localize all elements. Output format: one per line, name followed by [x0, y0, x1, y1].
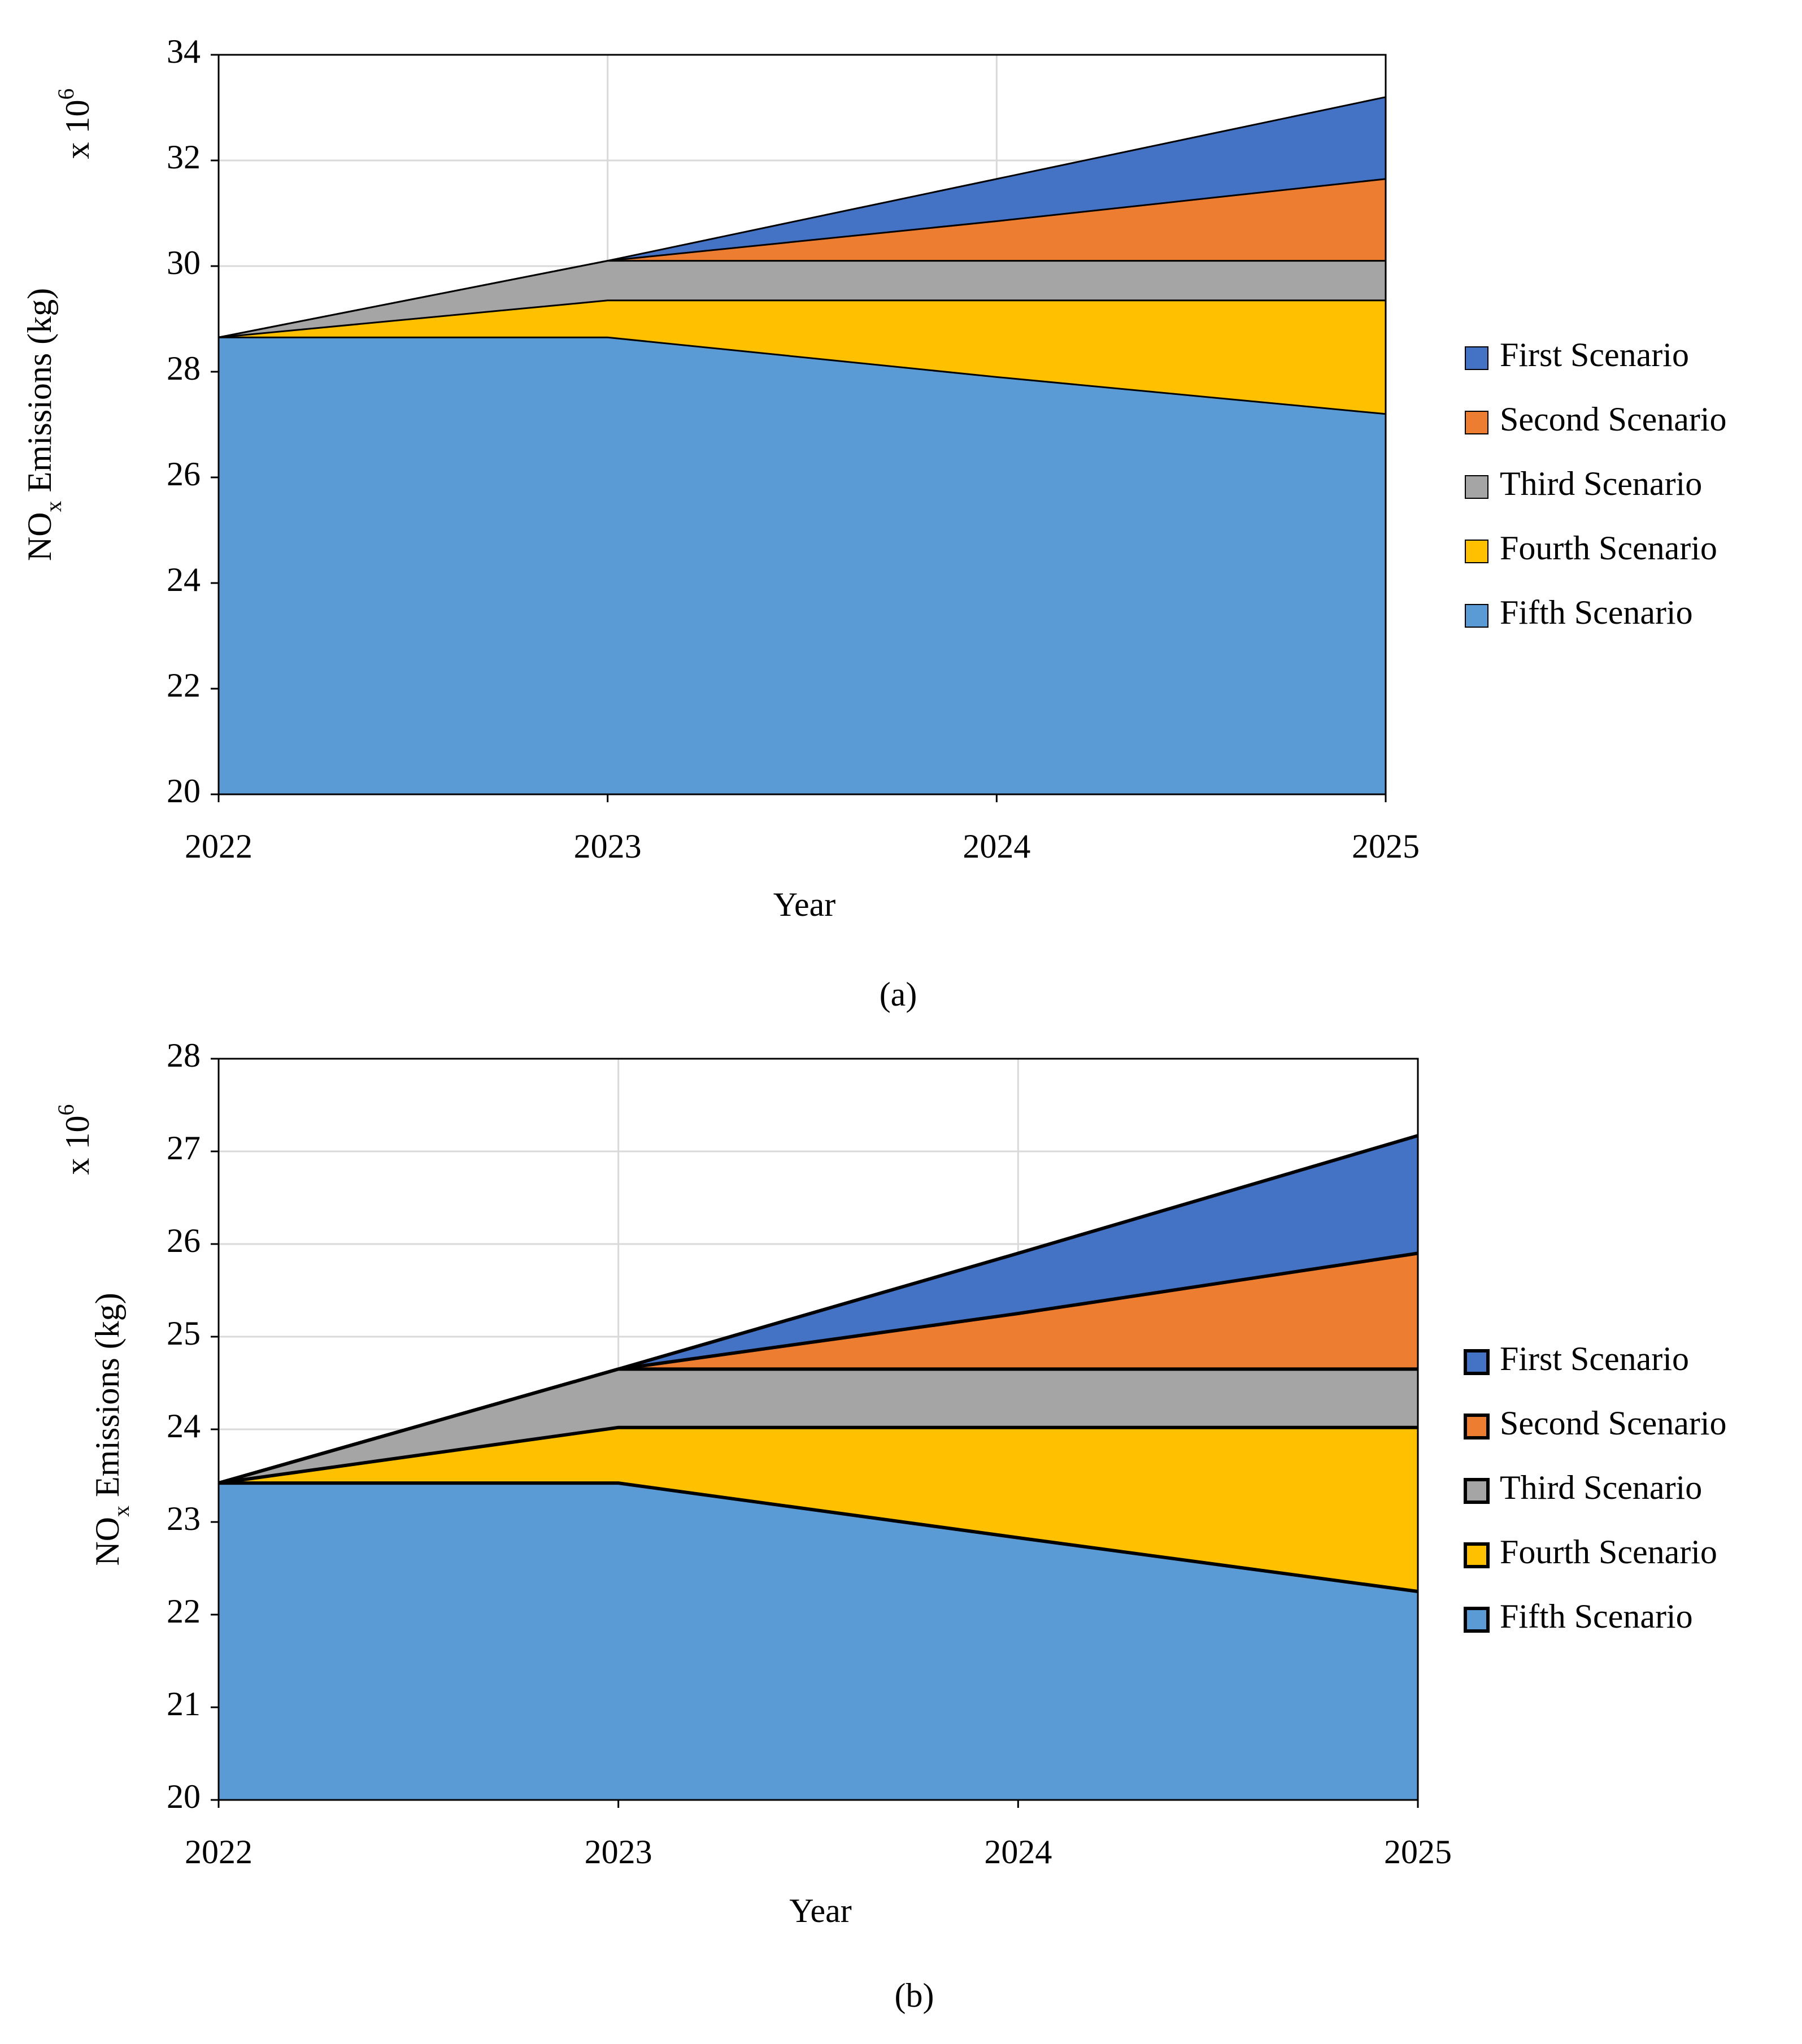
- legend-swatch: [1465, 411, 1488, 434]
- multiplier: x 106: [53, 1104, 96, 1175]
- legend-swatch: [1465, 604, 1488, 628]
- y-tick-label: 23: [167, 1500, 201, 1537]
- legend-swatch: [1465, 346, 1488, 370]
- x-tick-label: 2025: [1352, 828, 1420, 865]
- legend-label: First Scenario: [1500, 1340, 1689, 1377]
- y-tick-label: 32: [167, 138, 201, 176]
- area: [219, 337, 1386, 794]
- plot-frame: [217, 54, 1387, 795]
- y-axis-label-main: NO: [21, 512, 58, 562]
- y-tick-label: 26: [167, 1222, 201, 1259]
- multiplier-base: x 10: [59, 100, 96, 159]
- legend-label: Third Scenario: [1500, 465, 1702, 502]
- area-edge: [218, 260, 1386, 338]
- legend-swatch: [1464, 1542, 1490, 1568]
- legend-swatch: [1464, 1478, 1490, 1504]
- y-tick-label: 30: [167, 244, 201, 281]
- y-axis-label: NOx Emissions (kg): [89, 1293, 134, 1565]
- multiplier: x 106: [53, 89, 96, 159]
- x-tick-label: 2024: [963, 828, 1030, 865]
- legend-swatch: [1464, 1349, 1490, 1375]
- legend-label: Fourth Scenario: [1500, 1533, 1717, 1571]
- y-tick-label: 22: [167, 667, 201, 704]
- y-axis-label-sub: x: [108, 1506, 134, 1517]
- x-axis-label: Year: [789, 1892, 852, 1929]
- x-tick-label: 2024: [984, 1833, 1052, 1871]
- legend-label: Second Scenario: [1500, 1404, 1727, 1442]
- y-tick-label: 25: [167, 1315, 201, 1352]
- y-axis-label-sub: x: [41, 501, 66, 512]
- legend-swatch: [1465, 475, 1488, 499]
- area: [219, 1483, 1418, 1800]
- legend-label: Second Scenario: [1500, 401, 1727, 438]
- legend-label: Fifth Scenario: [1500, 594, 1693, 631]
- y-axis-label: NOx Emissions (kg): [21, 288, 66, 561]
- chart: 20 21 22 23 24 25 26 27 28 2022 2023 2024 2025 First …: [53, 1037, 1727, 2014]
- x-axis-label: Year: [773, 886, 836, 923]
- area-edge: [219, 1481, 1418, 1593]
- y-tick-label: 27: [167, 1129, 201, 1167]
- area-edge: [218, 1425, 1418, 1485]
- y-tick-label: 20: [167, 772, 201, 810]
- x-tick-label: 2022: [185, 1833, 253, 1871]
- panel-label: (a): [880, 976, 917, 1013]
- legend-label: First Scenario: [1500, 336, 1689, 373]
- multiplier-base: x 10: [59, 1116, 96, 1175]
- legend-swatch: [1464, 1607, 1490, 1633]
- legend-label: Third Scenario: [1500, 1469, 1702, 1506]
- plot-frame: [217, 1058, 1419, 1801]
- y-tick-label: 24: [167, 561, 201, 598]
- y-tick-label: 28: [167, 1037, 201, 1074]
- x-tick-label: 2025: [1384, 1833, 1452, 1871]
- panel-label: (b): [895, 1977, 934, 2014]
- legend-label: Fifth Scenario: [1500, 1598, 1693, 1635]
- multiplier-exponent: 6: [53, 89, 79, 100]
- multiplier-exponent: 6: [53, 1104, 79, 1116]
- y-tick-label: 24: [167, 1407, 201, 1445]
- legend-label: Fourth Scenario: [1500, 529, 1717, 567]
- x-tick-label: 2023: [574, 828, 642, 865]
- y-tick-label: 28: [167, 350, 201, 387]
- y-tick-label: 20: [167, 1778, 201, 1815]
- area-edge: [218, 299, 1386, 338]
- y-tick-label: 26: [167, 455, 201, 493]
- x-tick-label: 2023: [585, 1833, 652, 1871]
- y-tick-label: 21: [167, 1685, 201, 1723]
- y-axis-label-rest: Emissions (kg): [21, 288, 58, 501]
- y-axis-label-main: NO: [89, 1517, 126, 1566]
- y-tick-label: 34: [167, 33, 201, 70]
- y-tick-label: 22: [167, 1593, 201, 1630]
- area-edge: [219, 336, 1386, 415]
- legend-swatch: [1464, 1414, 1490, 1440]
- x-tick-label: 2022: [185, 828, 253, 865]
- legend-swatch: [1465, 540, 1488, 563]
- area-edge: [218, 1367, 1418, 1485]
- y-axis-label-rest: Emissions (kg): [89, 1293, 126, 1506]
